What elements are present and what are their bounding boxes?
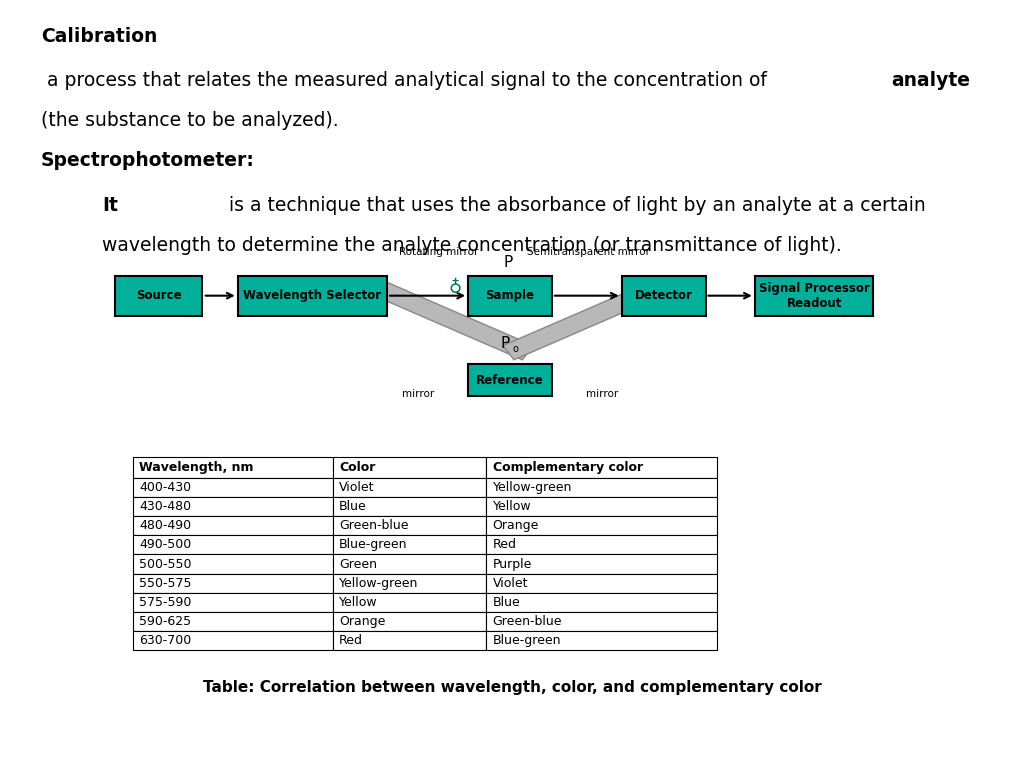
Text: Sample: Sample — [485, 290, 535, 302]
FancyBboxPatch shape — [133, 535, 333, 554]
Text: Red: Red — [339, 634, 362, 647]
FancyBboxPatch shape — [133, 612, 333, 631]
Text: Wavelength, nm: Wavelength, nm — [139, 461, 254, 474]
FancyBboxPatch shape — [333, 535, 486, 554]
FancyBboxPatch shape — [133, 478, 333, 497]
FancyBboxPatch shape — [333, 593, 486, 612]
Text: Violet: Violet — [339, 481, 375, 494]
FancyBboxPatch shape — [333, 478, 486, 497]
Text: Wavelength Selector: Wavelength Selector — [244, 290, 381, 302]
Text: Yellow-green: Yellow-green — [493, 481, 572, 494]
FancyBboxPatch shape — [486, 497, 717, 516]
FancyBboxPatch shape — [133, 574, 333, 593]
FancyBboxPatch shape — [333, 631, 486, 650]
Text: Blue-green: Blue-green — [493, 634, 561, 647]
FancyBboxPatch shape — [133, 457, 333, 478]
Text: 430-480: 430-480 — [139, 500, 191, 513]
Text: 575-590: 575-590 — [139, 596, 191, 609]
Text: wavelength to determine the analyte concentration (or transmittance of light).: wavelength to determine the analyte conc… — [102, 236, 842, 255]
FancyBboxPatch shape — [333, 457, 486, 478]
FancyBboxPatch shape — [333, 516, 486, 535]
Text: mirror: mirror — [401, 389, 434, 399]
Text: Reference: Reference — [476, 374, 544, 386]
Text: Source: Source — [136, 290, 181, 302]
FancyBboxPatch shape — [133, 593, 333, 612]
FancyBboxPatch shape — [333, 497, 486, 516]
Text: Yellow: Yellow — [493, 500, 531, 513]
Text: Green-blue: Green-blue — [339, 519, 409, 532]
Text: Purple: Purple — [493, 558, 531, 571]
Text: 500-550: 500-550 — [139, 558, 191, 571]
Text: Yellow: Yellow — [339, 596, 378, 609]
Text: 550-575: 550-575 — [139, 577, 191, 590]
Text: P: P — [500, 336, 510, 351]
Text: Semitransparent mirror: Semitransparent mirror — [527, 247, 650, 257]
FancyBboxPatch shape — [133, 497, 333, 516]
Text: Green: Green — [339, 558, 377, 571]
FancyBboxPatch shape — [468, 276, 552, 316]
FancyBboxPatch shape — [486, 574, 717, 593]
Text: o: o — [512, 343, 518, 354]
Text: Blue-green: Blue-green — [339, 538, 408, 551]
Text: Orange: Orange — [339, 615, 385, 628]
FancyBboxPatch shape — [238, 276, 386, 316]
FancyBboxPatch shape — [115, 276, 203, 316]
Text: a process that relates the measured analytical signal to the concentration of: a process that relates the measured anal… — [41, 71, 773, 91]
FancyBboxPatch shape — [486, 457, 717, 478]
Text: 490-500: 490-500 — [139, 538, 191, 551]
FancyBboxPatch shape — [333, 574, 486, 593]
Text: Complementary color: Complementary color — [493, 461, 643, 474]
FancyBboxPatch shape — [333, 554, 486, 574]
Text: P: P — [503, 255, 513, 270]
Text: It: It — [102, 196, 119, 215]
FancyBboxPatch shape — [486, 535, 717, 554]
Text: Blue: Blue — [493, 596, 520, 609]
FancyBboxPatch shape — [133, 631, 333, 650]
Text: is a technique that uses the absorbance of light by an analyte at a certain: is a technique that uses the absorbance … — [223, 196, 926, 215]
FancyBboxPatch shape — [756, 276, 872, 316]
FancyBboxPatch shape — [333, 612, 486, 631]
Text: 630-700: 630-700 — [139, 634, 191, 647]
FancyBboxPatch shape — [133, 554, 333, 574]
Text: Orange: Orange — [493, 519, 539, 532]
Text: Signal Processor
Readout: Signal Processor Readout — [759, 282, 869, 310]
Text: Red: Red — [493, 538, 516, 551]
Text: 480-490: 480-490 — [139, 519, 191, 532]
Text: mirror: mirror — [586, 389, 618, 399]
FancyBboxPatch shape — [486, 612, 717, 631]
FancyBboxPatch shape — [486, 554, 717, 574]
FancyBboxPatch shape — [133, 516, 333, 535]
Text: 590-625: 590-625 — [139, 615, 191, 628]
Text: Yellow-green: Yellow-green — [339, 577, 419, 590]
Text: Green-blue: Green-blue — [493, 615, 562, 628]
FancyBboxPatch shape — [486, 593, 717, 612]
Text: Rotating mirror: Rotating mirror — [398, 247, 478, 257]
FancyBboxPatch shape — [486, 516, 717, 535]
Text: Table: Correlation between wavelength, color, and complementary color: Table: Correlation between wavelength, c… — [203, 680, 821, 695]
Text: Detector: Detector — [635, 290, 692, 302]
Text: Calibration: Calibration — [41, 27, 158, 46]
Text: Color: Color — [339, 461, 376, 474]
FancyBboxPatch shape — [622, 276, 706, 316]
Text: 400-430: 400-430 — [139, 481, 191, 494]
Text: (the substance to be analyzed).: (the substance to be analyzed). — [41, 111, 339, 131]
Text: Violet: Violet — [493, 577, 528, 590]
Text: Spectrophotometer:: Spectrophotometer: — [41, 151, 255, 170]
Text: ♁: ♁ — [449, 279, 461, 297]
Polygon shape — [503, 283, 660, 359]
FancyBboxPatch shape — [468, 364, 552, 396]
Text: analyte: analyte — [892, 71, 971, 91]
FancyBboxPatch shape — [486, 478, 717, 497]
FancyBboxPatch shape — [486, 631, 717, 650]
Polygon shape — [376, 283, 534, 359]
Text: Blue: Blue — [339, 500, 367, 513]
